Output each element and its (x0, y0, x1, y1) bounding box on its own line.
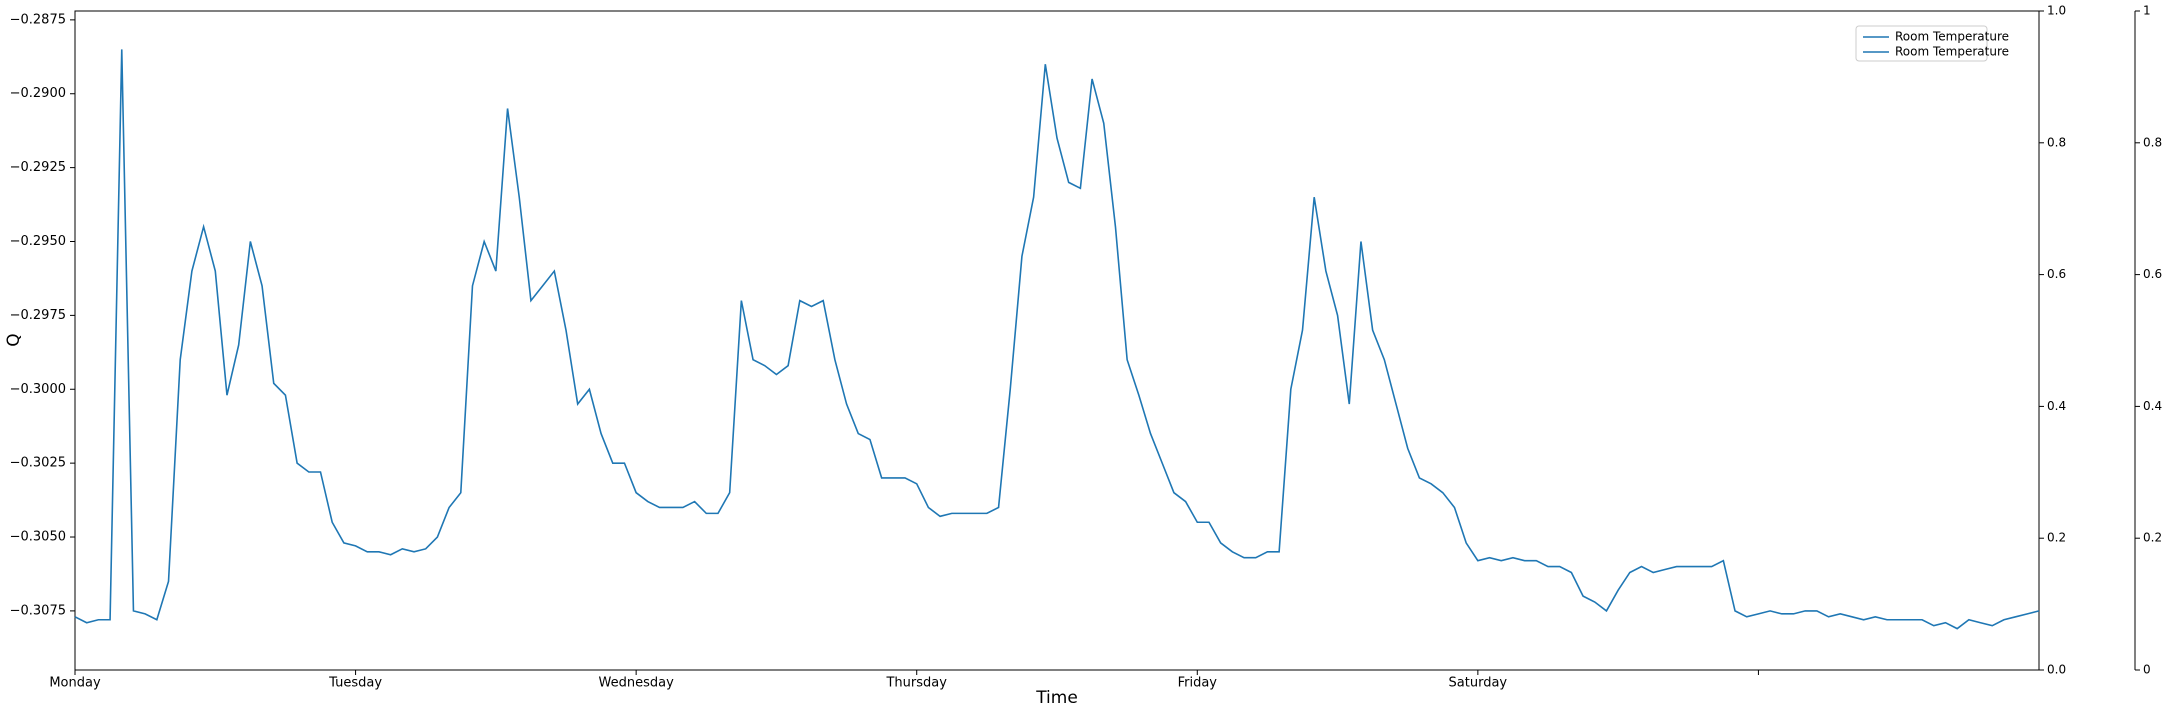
y-tick-label: −0.3050 (10, 530, 66, 545)
y3-tick-label: 0 (2143, 663, 2151, 677)
y-tick-label: −0.2975 (10, 308, 66, 323)
y-tick-label: −0.2950 (10, 234, 66, 249)
y3-tick-label: 0.8 (2143, 135, 2162, 149)
y-tick-label: −0.3000 (10, 382, 66, 397)
plot-frame (74, 10, 2040, 671)
y2-tick-label: 0.2 (2047, 531, 2066, 545)
y3-tick-label: 0.6 (2143, 267, 2162, 281)
y2-tick-label: 0.4 (2047, 399, 2066, 413)
x-tick-label: Wednesday (599, 676, 675, 691)
y3-tick-label: 0.2 (2143, 531, 2162, 545)
legend-label: Room Temperature (1895, 30, 2009, 44)
y2-tick-label: 0.0 (2047, 663, 2066, 677)
y3-tick-label: 1 (2143, 4, 2151, 18)
x-tick-label: Tuesday (328, 676, 382, 691)
x-tick-label: Friday (1178, 676, 1218, 691)
x-axis-label: Time (1035, 688, 1078, 708)
y-tick-label: −0.3025 (10, 456, 66, 471)
y-axis-label: Q (4, 333, 24, 346)
x-tick-label: Monday (49, 676, 101, 691)
y2-tick-label: 1.0 (2047, 4, 2066, 18)
y2-tick-label: 0.8 (2047, 135, 2066, 149)
y-tick-label: −0.2925 (10, 160, 66, 175)
y-tick-label: −0.3075 (10, 603, 66, 618)
x-tick-label: Saturday (1449, 676, 1508, 691)
data-line (74, 49, 2040, 630)
y2-tick-label: 0.6 (2047, 267, 2066, 281)
y-tick-label: −0.2900 (10, 86, 66, 101)
y-tick-label: −0.2875 (10, 12, 66, 27)
x-tick-label: Thursday (885, 676, 947, 691)
legend-label: Room Temperature (1895, 45, 2009, 59)
y3-tick-label: 0.4 (2143, 399, 2162, 413)
